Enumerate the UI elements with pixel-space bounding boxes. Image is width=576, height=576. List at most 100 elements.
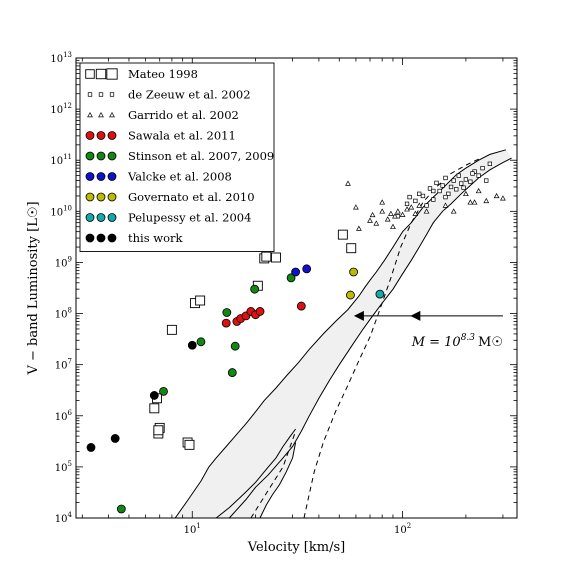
data-point — [467, 199, 474, 205]
inner-lower-curve — [259, 442, 297, 519]
data-point — [413, 198, 418, 204]
legend-item: de Zeeuw et al. 2002 — [87, 88, 251, 102]
data-point — [110, 434, 120, 443]
inner-upper-curve — [215, 428, 297, 519]
plot-frame — [75, 57, 518, 519]
data-point — [221, 318, 231, 328]
data-point — [261, 251, 272, 262]
legend-marker — [107, 213, 117, 222]
data-point — [412, 210, 419, 216]
data-point — [500, 195, 506, 201]
data-point — [487, 161, 493, 166]
data-point — [493, 192, 500, 199]
data-point — [461, 185, 466, 190]
legend-item: Governato et al. 2010 — [85, 190, 255, 204]
data-point — [388, 210, 394, 216]
data-point — [434, 180, 439, 186]
data-point — [470, 171, 475, 176]
data-point — [227, 368, 237, 377]
data-point — [459, 181, 464, 186]
data-point — [116, 504, 126, 514]
data-point — [404, 201, 410, 207]
data-point — [462, 190, 469, 197]
data-point — [451, 178, 456, 183]
data-point — [166, 324, 177, 335]
data-point — [286, 273, 296, 283]
data-point — [250, 284, 260, 294]
legend-marker — [96, 213, 106, 222]
legend-item: Mateo 1998 — [85, 67, 198, 81]
data-point — [296, 301, 306, 311]
data-point — [356, 225, 362, 231]
data-point — [346, 243, 357, 254]
legend-marker — [107, 233, 117, 243]
legend-label: de Zeeuw et al. 2002 — [128, 88, 251, 102]
dashed-curve-1 — [250, 431, 297, 519]
data-point — [230, 341, 240, 351]
y-tick-label: 1012 — [50, 102, 72, 116]
legend-marker — [96, 233, 106, 243]
arrow-head — [353, 310, 364, 321]
legend-marker — [107, 172, 117, 181]
data-markers — [86, 161, 506, 514]
inner-band-fill — [216, 429, 296, 518]
data-point — [184, 439, 195, 450]
legend-marker — [87, 111, 93, 118]
data-point — [408, 204, 415, 210]
y-tick-label: 108 — [55, 307, 72, 321]
data-point — [384, 216, 391, 222]
data-point — [442, 202, 449, 208]
y-tick-label: 105 — [55, 460, 72, 474]
legend-label: Valcke et al. 2008 — [127, 170, 232, 184]
data-point — [423, 208, 430, 214]
legend-marker — [85, 69, 95, 79]
data-point — [86, 443, 96, 452]
data-point — [431, 188, 436, 194]
data-point — [454, 187, 459, 192]
data-point — [346, 290, 355, 300]
series-0 — [149, 229, 357, 450]
data-point — [302, 264, 312, 274]
data-point — [291, 267, 301, 277]
data-point — [437, 188, 442, 194]
legend-item: Pelupessy et al. 2004 — [85, 211, 251, 225]
series-8 — [86, 340, 197, 452]
legend-label: Pelupessy et al. 2004 — [128, 211, 251, 225]
data-point — [149, 403, 160, 414]
data-point — [349, 267, 359, 277]
legend-marker — [98, 111, 104, 118]
y-tick-label: 109 — [55, 255, 72, 269]
data-point — [392, 213, 398, 219]
x-axis-label: Velocity [km/s] — [247, 540, 345, 555]
data-point — [427, 186, 433, 191]
data-point — [416, 202, 423, 208]
data-point — [448, 184, 454, 190]
y-tick-label: 1010 — [50, 204, 72, 218]
data-point — [456, 173, 461, 178]
data-point — [390, 223, 396, 229]
mass-annotation: M = 108.3 M☉ — [411, 333, 503, 350]
series-3 — [221, 301, 306, 328]
legend-item: Stinson et al. 2007, 2009 — [85, 149, 274, 163]
series-2 — [345, 180, 506, 231]
y-axis-label: V − band Luminosity [L☉] — [26, 201, 41, 375]
data-point — [187, 340, 197, 350]
legend-marker — [107, 131, 117, 140]
y-tick-label: 104 — [55, 511, 73, 525]
legend-label: Garrido et al. 2002 — [128, 108, 239, 122]
legend-item: Garrido et al. 2002 — [87, 108, 239, 122]
legend-label: this work — [128, 231, 184, 245]
data-point — [394, 208, 401, 214]
data-point — [195, 295, 206, 306]
legend-marker — [109, 111, 115, 118]
data-point — [345, 180, 351, 186]
legend-marker — [98, 92, 104, 97]
data-point — [443, 194, 448, 200]
y-tick-label: 1011 — [50, 153, 72, 167]
series-7 — [375, 289, 385, 299]
data-point — [159, 386, 168, 396]
data-point — [337, 229, 348, 240]
data-point — [369, 211, 376, 218]
data-point — [446, 191, 451, 196]
data-point — [475, 187, 482, 194]
